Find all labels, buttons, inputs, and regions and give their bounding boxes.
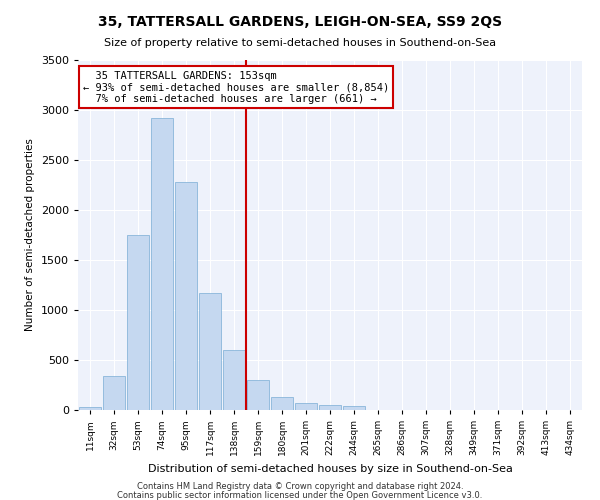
Bar	[223, 350, 245, 410]
Y-axis label: Number of semi-detached properties: Number of semi-detached properties	[25, 138, 35, 332]
Text: Size of property relative to semi-detached houses in Southend-on-Sea: Size of property relative to semi-detach…	[104, 38, 496, 48]
Bar	[103, 376, 125, 410]
X-axis label: Distribution of semi-detached houses by size in Southend-on-Sea: Distribution of semi-detached houses by …	[148, 464, 512, 473]
Text: 35 TATTERSALL GARDENS: 153sqm
← 93% of semi-detached houses are smaller (8,854)
: 35 TATTERSALL GARDENS: 153sqm ← 93% of s…	[83, 70, 389, 104]
Bar	[151, 118, 173, 410]
Bar	[271, 397, 293, 410]
Bar	[247, 380, 269, 410]
Text: Contains public sector information licensed under the Open Government Licence v3: Contains public sector information licen…	[118, 490, 482, 500]
Bar	[175, 182, 197, 410]
Text: 35, TATTERSALL GARDENS, LEIGH-ON-SEA, SS9 2QS: 35, TATTERSALL GARDENS, LEIGH-ON-SEA, SS…	[98, 15, 502, 29]
Bar	[79, 407, 101, 410]
Text: Contains HM Land Registry data © Crown copyright and database right 2024.: Contains HM Land Registry data © Crown c…	[137, 482, 463, 491]
Bar	[127, 235, 149, 410]
Bar	[199, 293, 221, 410]
Bar	[295, 403, 317, 410]
Bar	[319, 405, 341, 410]
Bar	[343, 406, 365, 410]
